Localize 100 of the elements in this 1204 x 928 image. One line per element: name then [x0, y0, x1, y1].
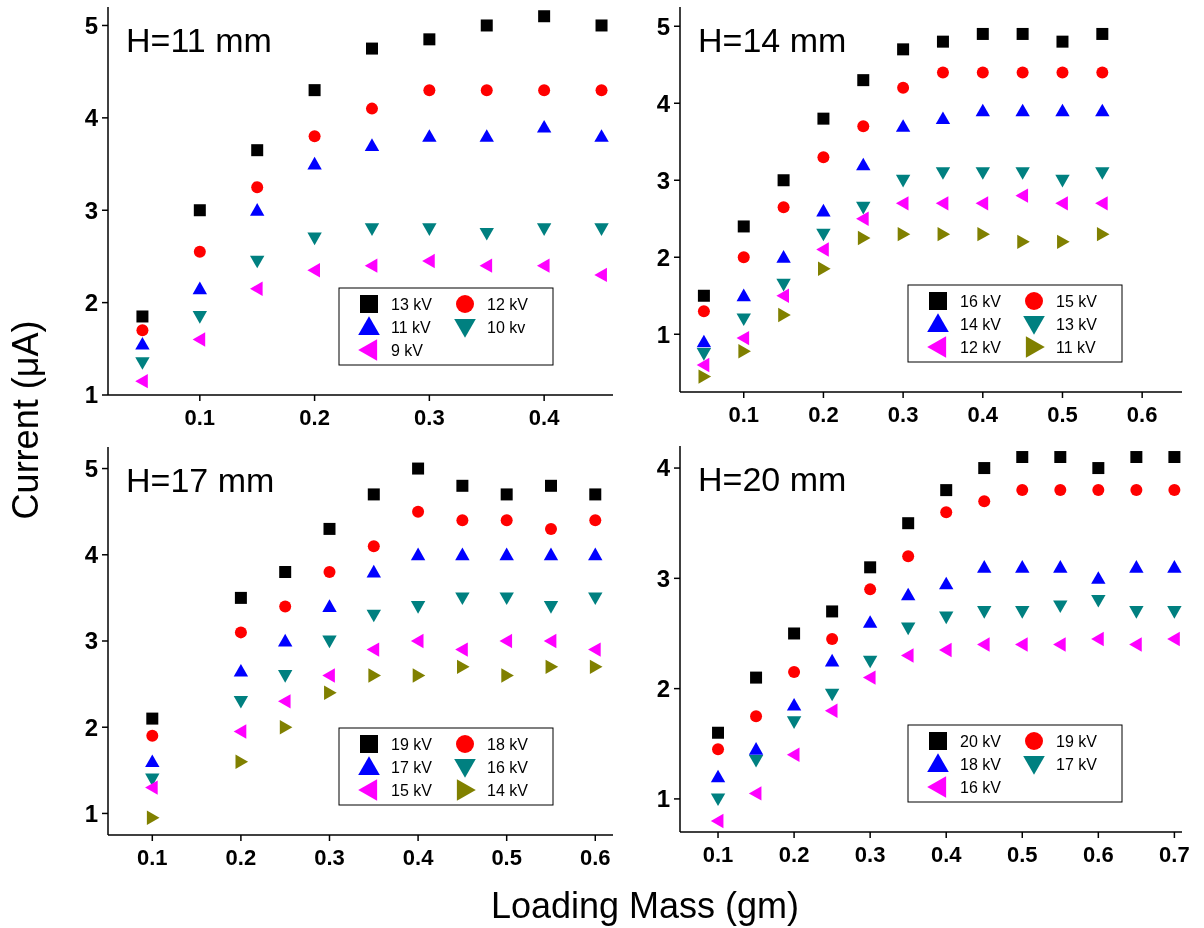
point	[940, 484, 953, 497]
point	[235, 754, 249, 769]
legend-label: 19 kV	[391, 735, 433, 753]
x-tick-label: 0.1	[137, 845, 168, 870]
x-tick-label: 0.4	[528, 405, 561, 430]
point	[748, 742, 764, 755]
chart-title: H=17 mm	[126, 461, 275, 499]
point	[736, 288, 751, 302]
y-tick-label: 2	[84, 713, 98, 741]
y-tick-label: 2	[656, 675, 670, 703]
y-tick-label: 1	[656, 320, 670, 348]
point	[1015, 637, 1028, 652]
point	[412, 462, 425, 475]
point	[977, 637, 990, 652]
point	[543, 547, 559, 561]
y-tick-label: 3	[84, 196, 98, 224]
point	[479, 227, 494, 241]
point	[817, 112, 830, 125]
point	[857, 120, 870, 133]
legend-label: 17 kV	[1056, 755, 1098, 773]
point	[864, 583, 877, 596]
legend-label: 11 kV	[1056, 338, 1097, 356]
point	[895, 196, 909, 211]
point	[897, 43, 910, 56]
point	[1016, 27, 1029, 40]
point	[748, 786, 762, 801]
point	[423, 84, 436, 97]
legend-label: 15 kV	[1056, 292, 1098, 310]
point	[1091, 595, 1106, 608]
point	[1015, 606, 1030, 619]
point	[364, 223, 380, 236]
point	[544, 522, 557, 535]
point	[778, 307, 791, 323]
x-tick-label: 0.3	[414, 405, 445, 430]
point	[1095, 196, 1108, 211]
x-tick-label: 0.5	[491, 845, 522, 870]
y-tick-label: 3	[84, 627, 98, 655]
legend-label: 17 kV	[391, 758, 433, 776]
point	[307, 156, 322, 170]
point	[324, 685, 337, 700]
point	[412, 505, 425, 518]
point	[135, 357, 150, 370]
point	[1130, 484, 1143, 497]
point	[856, 211, 869, 226]
point	[935, 111, 951, 125]
point	[710, 769, 726, 783]
point	[323, 566, 336, 579]
point	[480, 84, 493, 97]
point	[824, 703, 838, 718]
point	[937, 226, 951, 242]
point	[697, 305, 710, 318]
point	[365, 102, 378, 115]
point	[422, 129, 437, 142]
point	[897, 226, 911, 242]
legend-label: 9 kV	[391, 341, 424, 359]
y-tick-label: 5	[84, 11, 98, 39]
point	[1015, 188, 1029, 203]
point	[900, 648, 914, 663]
point	[788, 627, 801, 640]
legend-label: 18 kV	[960, 755, 1002, 773]
y-tick-label: 4	[84, 104, 99, 132]
point	[1168, 484, 1181, 497]
point	[975, 196, 989, 211]
legend-label: 18 kV	[487, 735, 529, 753]
point	[233, 663, 249, 677]
point	[975, 167, 990, 180]
y-tick-label: 4	[84, 541, 99, 569]
point	[233, 695, 249, 709]
point	[1095, 103, 1110, 117]
point	[976, 27, 989, 40]
point	[696, 348, 712, 361]
legend-label: 10 kv	[487, 318, 526, 336]
point	[1055, 103, 1070, 117]
point	[776, 278, 791, 292]
point	[277, 670, 293, 683]
point	[193, 245, 206, 258]
y-tick-label: 1	[84, 799, 98, 827]
point	[736, 330, 750, 346]
point	[410, 601, 426, 614]
y-tick-label: 1	[84, 381, 98, 409]
point	[697, 289, 710, 302]
point	[536, 119, 552, 133]
point	[545, 659, 559, 675]
point	[595, 19, 608, 32]
chart-title: H=11 mm	[126, 21, 272, 59]
legend-label: 11 kV	[391, 318, 432, 336]
point	[455, 547, 470, 561]
point	[364, 258, 378, 273]
x-tick-label: 0.4	[967, 402, 999, 427]
point	[864, 561, 877, 574]
point	[588, 592, 603, 606]
point	[455, 592, 470, 606]
point	[857, 230, 871, 246]
x-tick-label: 0.4	[402, 845, 435, 870]
point	[323, 522, 336, 535]
point	[322, 599, 337, 612]
point	[499, 633, 513, 649]
point	[368, 668, 381, 683]
point	[824, 688, 840, 702]
point	[750, 710, 763, 723]
